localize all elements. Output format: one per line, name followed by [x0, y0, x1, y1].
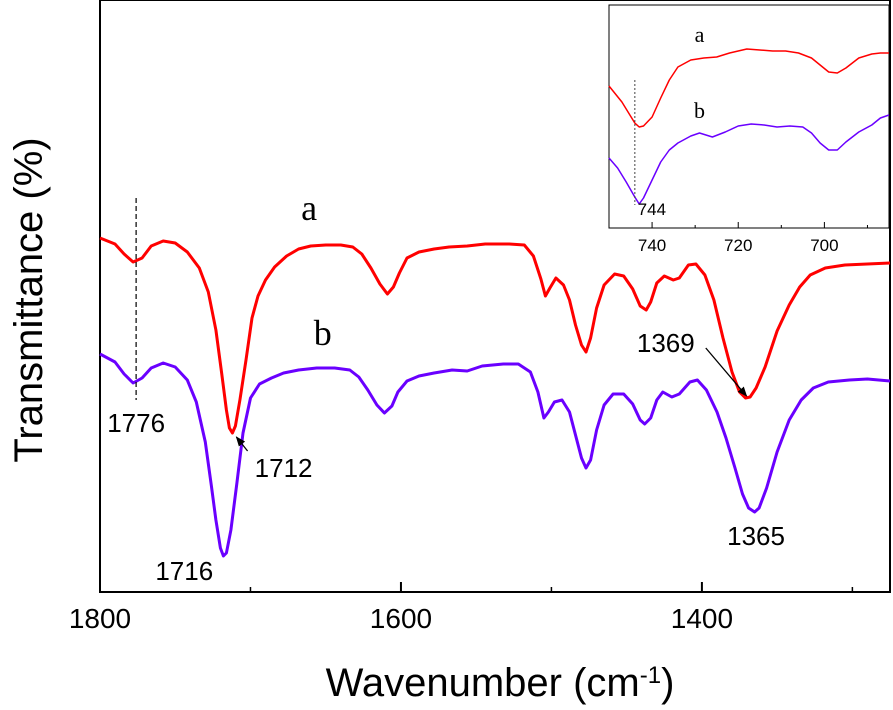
peak-label: 1712 [255, 453, 313, 483]
inset-x-tick-label: 720 [724, 236, 752, 255]
series-line-a [99, 236, 891, 435]
inset-series-line-b [608, 114, 890, 205]
x-axis-label: Wavenumber (cm-1) [326, 661, 675, 705]
x-axis-label-end: ) [661, 661, 674, 705]
inset-x-tick-label: 700 [810, 236, 838, 255]
inset-x-tick-label: 740 [638, 236, 666, 255]
series-label-b: b [314, 313, 332, 353]
y-axis-label: Transmittance (%) [7, 137, 51, 462]
peak-label: 1369 [637, 328, 695, 358]
peak-arrow [235, 436, 249, 452]
inset-frame [608, 4, 890, 229]
plot-frame [99, 0, 891, 593]
series-label-a: a [301, 188, 317, 228]
inset-spectra-series: ab [608, 22, 890, 205]
inset-series-label-a: a [695, 22, 705, 47]
x-axis-ticks: 1800 1600 1400 [69, 582, 854, 634]
inset-series-label-b: b [694, 98, 705, 123]
series-line-b [99, 352, 891, 558]
x-tick-label: 1600 [370, 603, 432, 634]
inset-series-line-a [608, 48, 889, 128]
inset-plot: 740 720 700 ab 744 [608, 4, 890, 255]
peak-arrow [705, 347, 748, 397]
peak-label: 1776 [107, 408, 165, 438]
inset-annotations: 744 [634, 80, 666, 219]
x-tick-label: 1400 [671, 603, 733, 634]
peak-annotations: 1776 1712 1716 1369 1365 [107, 198, 785, 586]
peak-label: 1716 [155, 556, 213, 586]
inset-peak-label: 744 [638, 200, 666, 219]
peak-label: 1365 [727, 521, 785, 551]
spectra-series: ab [99, 188, 891, 558]
inset-x-axis-ticks: 740 720 700 [638, 222, 868, 255]
x-axis-label-superscript: -1 [640, 662, 661, 689]
x-tick-label: 1800 [69, 603, 131, 634]
